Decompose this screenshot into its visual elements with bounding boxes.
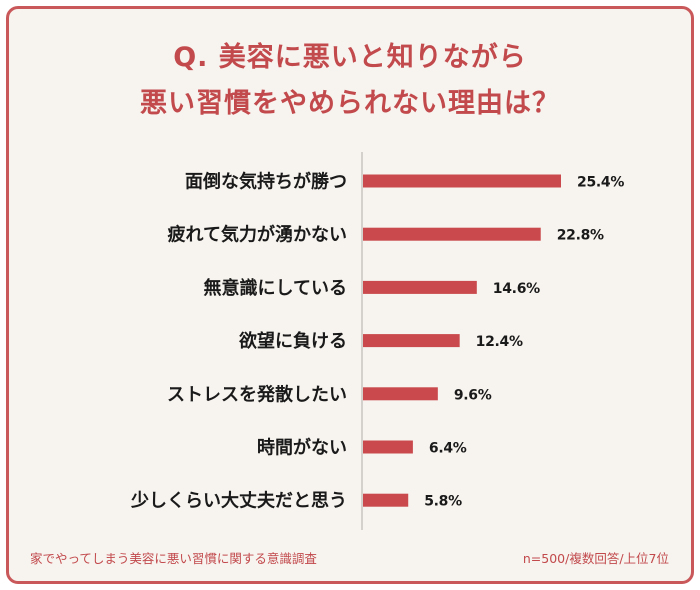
- chart-card: Q. 美容に悪いと知りながら 悪い習慣をやめられない理由は？ 家でやってしまう美…: [6, 6, 694, 584]
- bar: [363, 174, 561, 188]
- bar: [363, 387, 438, 401]
- value-label: 22.8%: [557, 228, 604, 244]
- bar: [363, 440, 413, 454]
- category-label: 疲れて気力が湧かない: [168, 224, 347, 246]
- chart-title: Q. 美容に悪いと知りながら 悪い習慣をやめられない理由は？: [9, 35, 691, 127]
- value-label: 25.4%: [577, 175, 624, 191]
- value-label: 9.6%: [454, 387, 492, 403]
- sample-note: n=500/複数回答/上位7位: [522, 551, 669, 566]
- survey-note: 家でやってしまう美容に悪い習慣に関する意識調査: [30, 551, 317, 566]
- value-label: 14.6%: [493, 281, 540, 297]
- title-line-2: 悪い習慣をやめられない理由は？: [140, 88, 560, 119]
- value-label: 5.8%: [424, 494, 462, 510]
- value-label: 12.4%: [476, 334, 523, 350]
- category-label: 少しくらい大丈夫だと思う: [130, 490, 347, 512]
- bar: [363, 493, 409, 507]
- bar: [363, 334, 460, 348]
- category-label: 欲望に負ける: [238, 330, 347, 352]
- bar: [363, 280, 477, 294]
- category-label: 時間がない: [257, 437, 347, 459]
- category-label: ストレスを発散したい: [167, 383, 347, 405]
- value-label: 6.4%: [429, 441, 467, 457]
- title-line-1: Q. 美容に悪いと知りながら: [173, 42, 527, 73]
- category-label: 面倒な気持ちが勝つ: [185, 171, 347, 193]
- bar: [363, 227, 541, 241]
- category-label: 無意識にしている: [204, 277, 347, 299]
